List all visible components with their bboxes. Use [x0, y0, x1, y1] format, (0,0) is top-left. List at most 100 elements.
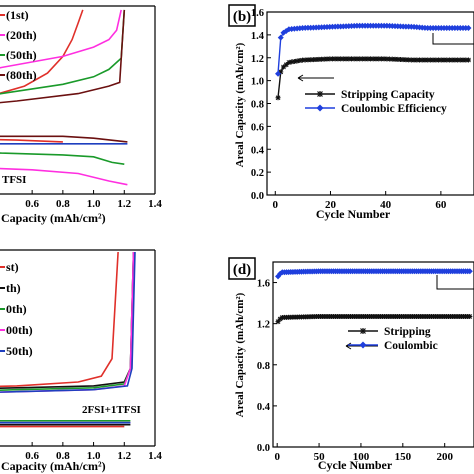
series-marker-0 [362, 56, 368, 62]
x-tick-label: 0.8 [56, 198, 70, 210]
series-marker-0 [387, 56, 393, 62]
legend-label: th) [6, 281, 21, 295]
series-marker-0 [392, 56, 398, 62]
series-marker-0 [411, 57, 417, 63]
x-tick-label: 1.4 [148, 450, 162, 462]
series-marker-0 [436, 57, 442, 63]
series-marker-1 [465, 25, 472, 32]
panel-a-legend: (1st) (20th) (50th) (80th) [0, 8, 37, 82]
series-marker-0 [430, 57, 436, 63]
series-marker-0 [294, 58, 300, 64]
profile-curve-discharge-2 [0, 152, 125, 165]
profile-curve-charge-4 [0, 251, 136, 393]
legend-label: st) [6, 260, 19, 274]
series-marker-0 [340, 56, 346, 62]
legend-label: Stripping Capacity [341, 89, 435, 101]
series-marker-0 [460, 57, 466, 63]
series-marker-0 [422, 57, 428, 63]
series-marker-0 [313, 56, 319, 62]
series-marker-0 [455, 57, 461, 63]
series-marker-0 [463, 57, 469, 63]
x-tick-label: 150 [395, 451, 412, 463]
legend-label: (20th) [6, 28, 37, 42]
panel-b-tag-box [228, 4, 256, 27]
y-tick-label: 1.0 [251, 77, 264, 88]
panel-c-note: 2FSI+1TFSI [82, 404, 141, 416]
series-marker-0 [338, 56, 344, 62]
x-tick-label: 200 [436, 451, 453, 463]
x-tick-label: 0.6 [25, 450, 39, 462]
series-marker-0 [286, 59, 292, 65]
series-marker-0 [438, 57, 444, 63]
panel-d-x-label: Cycle Number [318, 458, 393, 472]
y-tick-label: 0.4 [257, 402, 271, 413]
panel-d-axes: 0 50 100 150 200 0.0 0.4 0.8 1.2 1.6 [257, 279, 454, 463]
series-marker-0 [368, 56, 374, 62]
series-marker-0 [278, 69, 284, 75]
series-marker-0 [406, 57, 412, 63]
y-tick-label: 0.4 [251, 145, 265, 156]
x-tick-label: 1.2 [117, 198, 131, 210]
panel-d-series [275, 268, 474, 350]
series-marker-0 [321, 56, 327, 62]
y-tick-label: 0.2 [251, 168, 264, 179]
series-marker-0 [348, 56, 354, 62]
legend-label: Coulombic [384, 340, 438, 352]
profile-curve-charge-3 [0, 9, 126, 104]
profile-curve-discharge-3 [0, 135, 128, 143]
series-marker-0 [389, 56, 395, 62]
series-marker-0 [329, 56, 335, 62]
legend-label: Stripping [384, 326, 431, 338]
panel-b: (b) 0 20 40 60 0.0 0.2 0.4 0.6 0.8 1.0 1.2 1.4 1.6 S… [228, 4, 474, 221]
panel-a-x-label: Capacity (mAh/cm²) [1, 211, 106, 225]
series-marker-0 [427, 57, 433, 63]
panel-a: 0.6 0.8 1.0 1.2 1.4 (1st)(20th)(50th)(80th) … [0, 5, 162, 225]
legend-label: Coulombic Efficiency [341, 103, 447, 115]
series-marker-0 [335, 56, 341, 62]
series-marker-0 [359, 56, 365, 62]
series-marker-0 [308, 57, 314, 63]
series-marker-0 [373, 56, 379, 62]
axis-indicator-arrow [432, 33, 474, 45]
series-marker-1 [275, 70, 282, 77]
panel-c-curves [0, 251, 136, 428]
panel-c-x-ticks: 0.6 0.8 1.0 1.2 1.4 [25, 442, 162, 462]
series-marker-0 [441, 57, 447, 63]
series-marker-1 [466, 268, 473, 275]
series-marker-0 [400, 57, 406, 63]
x-tick-label: 100 [353, 451, 370, 463]
series-marker-0 [370, 56, 376, 62]
legend-label: 00th) [6, 323, 33, 337]
series-marker-0 [467, 313, 473, 319]
series-marker-0 [275, 319, 281, 325]
profile-curve-charge-0 [0, 251, 119, 388]
series-marker-0 [452, 57, 458, 63]
series-marker-0 [425, 57, 431, 63]
series-marker-0 [465, 57, 471, 63]
y-tick-label: 0.6 [251, 122, 264, 133]
series-marker-0 [433, 57, 439, 63]
legend-label: 0th) [6, 302, 27, 316]
series-marker-0 [300, 57, 306, 63]
series-marker-0 [354, 56, 360, 62]
series-marker-0 [310, 57, 316, 63]
series-marker-0 [351, 56, 357, 62]
series-marker-0 [397, 57, 403, 63]
series-marker-0 [289, 59, 295, 65]
panel-b-series [275, 22, 474, 101]
y-tick-label: 1.4 [251, 31, 265, 42]
series-marker-0 [395, 56, 401, 62]
panel-c-legend: st) th) 0th) 00th) 50th) [0, 260, 33, 358]
series-marker-0 [417, 57, 423, 63]
series-marker-0 [297, 58, 303, 64]
panel-b-axes: 0 20 40 60 0.0 0.2 0.4 0.6 0.8 1.0 1.2 1.4 1.6 [251, 8, 447, 211]
axis-indicator-arrow [436, 275, 474, 290]
series-marker-0 [346, 56, 352, 62]
y-tick-label: 1.2 [251, 54, 264, 65]
panel-b-legend: Stripping Capacity Coulombic Efficiency [305, 89, 447, 115]
panel-d-y-label: Areal Capacity (mAh/cm²) [234, 292, 246, 417]
series-line-1 [277, 25, 469, 74]
series-marker-0 [302, 57, 308, 63]
x-tick-label: 1.0 [87, 450, 101, 462]
panel-b-y-label: Areal Capacity (mAh/cm²) [234, 42, 246, 167]
